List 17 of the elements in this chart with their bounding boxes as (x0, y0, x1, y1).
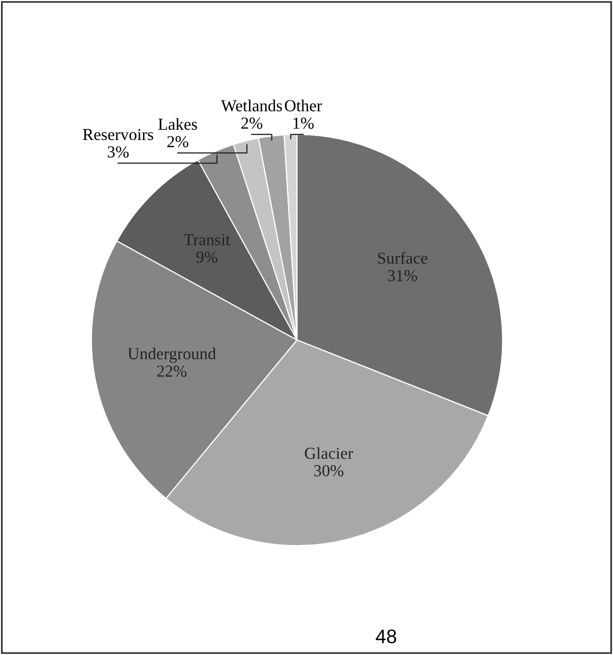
slice-label: Lakes (158, 118, 198, 130)
data-label: 30% (314, 465, 344, 476)
data-label: 9% (196, 252, 218, 263)
slice-label: Surface (378, 252, 428, 264)
slice-label: Transit (184, 234, 230, 246)
data-label: 31% (388, 270, 418, 282)
slice-label: Underground (128, 348, 216, 363)
slice-label: Wetlands (220, 100, 282, 112)
data-label: 3% (108, 146, 129, 158)
data-label: 2% (167, 136, 188, 148)
data-label: 2% (241, 118, 262, 129)
slice-label: Glacier (304, 447, 354, 459)
data-label: 22% (157, 366, 186, 377)
text: 48 (376, 630, 396, 644)
slice-label: Reservoirs (82, 128, 154, 140)
data-label: 1% (294, 118, 314, 129)
slice-label: Other (284, 100, 322, 112)
